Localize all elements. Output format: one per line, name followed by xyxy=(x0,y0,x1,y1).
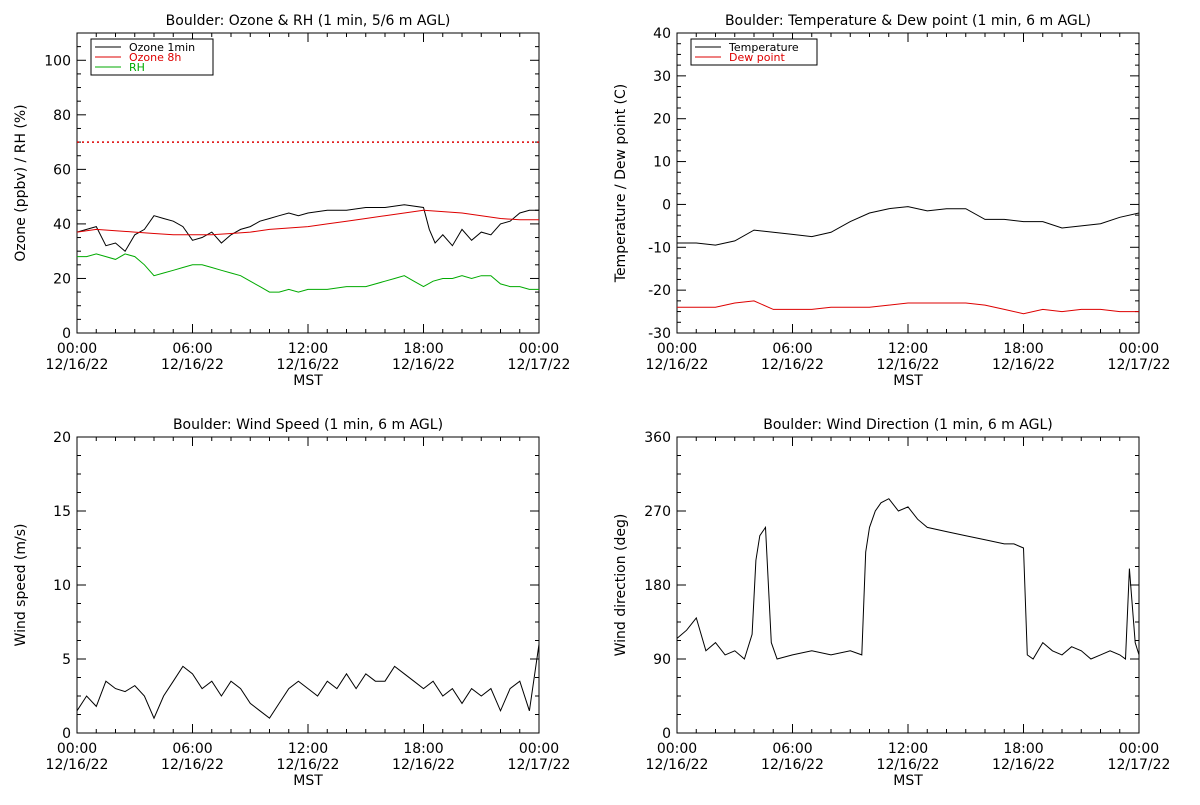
x-tick-time: 00:00 xyxy=(1119,341,1159,357)
chart-title: Boulder: Temperature & Dew point (1 min,… xyxy=(725,13,1091,29)
y-tick-label: 15 xyxy=(53,504,71,520)
plot-frame xyxy=(676,436,1140,734)
x-tick-time: 06:00 xyxy=(172,741,212,757)
panel-1: Boulder: Ozone & RH (1 min, 5/6 m AGL) 0 2… xyxy=(13,13,570,389)
x-tick-date: 12/16/22 xyxy=(646,357,709,373)
x-tick-time: 12:00 xyxy=(888,741,928,757)
x-axis-label: MST xyxy=(893,373,923,389)
x-tick-time: 00:00 xyxy=(657,741,697,757)
y-tick-label: 5 xyxy=(62,652,71,668)
plot-frame xyxy=(76,32,540,334)
chart-title: Boulder: Wind Direction (1 min, 6 m AGL) xyxy=(763,417,1052,433)
y-tick-label: -10 xyxy=(648,240,671,256)
series-line-ozone-1min xyxy=(77,204,539,252)
series-line-wind-speed xyxy=(77,644,539,720)
x-tick-time: 18:00 xyxy=(403,741,443,757)
x-tick-date: 12/16/22 xyxy=(46,357,109,373)
y-tick-label: 360 xyxy=(644,430,671,446)
x-tick-date: 12/16/22 xyxy=(877,757,940,773)
y-tick-label: 80 xyxy=(53,108,71,124)
x-tick-date: 12/16/22 xyxy=(761,757,824,773)
x-tick-date: 12/17/22 xyxy=(1108,757,1171,773)
y-tick-label: -20 xyxy=(648,283,671,299)
legend-label: Dew point xyxy=(729,51,785,64)
x-tick-time: 18:00 xyxy=(1003,741,1043,757)
y-tick-label: 0 xyxy=(62,326,71,342)
x-tick-date: 12/17/22 xyxy=(508,357,571,373)
y-tick-label: 20 xyxy=(53,271,71,287)
chart-title: Boulder: Ozone & RH (1 min, 5/6 m AGL) xyxy=(166,13,451,29)
x-tick-date: 12/16/22 xyxy=(992,357,1055,373)
y-tick-label: 60 xyxy=(53,162,71,178)
x-tick-time: 06:00 xyxy=(172,341,212,357)
x-tick-date: 12/16/22 xyxy=(877,357,940,373)
x-tick-time: 18:00 xyxy=(1003,341,1043,357)
y-tick-label: 90 xyxy=(653,652,671,668)
series-line-dew-point xyxy=(677,300,1139,315)
y-tick-label: 20 xyxy=(53,430,71,446)
x-tick-date: 12/16/22 xyxy=(646,757,709,773)
x-tick-time: 12:00 xyxy=(888,341,928,357)
legend-box xyxy=(690,38,818,66)
x-tick-time: 00:00 xyxy=(519,741,559,757)
x-tick-time: 00:00 xyxy=(57,341,97,357)
series-line-temperature xyxy=(677,206,1139,246)
legend-label: RH xyxy=(129,61,145,74)
y-tick-label: 40 xyxy=(653,26,671,42)
y-tick-label: 40 xyxy=(53,217,71,233)
x-tick-date: 12/16/22 xyxy=(392,357,455,373)
y-tick-label: 0 xyxy=(662,726,671,742)
y-tick-label: 10 xyxy=(53,578,71,594)
chart-title: Boulder: Wind Speed (1 min, 6 m AGL) xyxy=(173,417,443,433)
x-axis-label: MST xyxy=(293,373,323,389)
x-tick-date: 12/17/22 xyxy=(508,757,571,773)
legend-label: Temperature xyxy=(728,41,799,54)
x-tick-date: 12/16/22 xyxy=(392,757,455,773)
y-tick-label: 30 xyxy=(653,69,671,85)
x-tick-date: 12/16/22 xyxy=(277,357,340,373)
y-tick-label: 270 xyxy=(644,504,671,520)
x-tick-time: 00:00 xyxy=(657,341,697,357)
x-tick-time: 12:00 xyxy=(288,341,328,357)
series-line-wind-direction xyxy=(677,498,1139,660)
x-tick-date: 12/17/22 xyxy=(1108,357,1171,373)
x-tick-time: 00:00 xyxy=(519,341,559,357)
x-tick-date: 12/16/22 xyxy=(761,357,824,373)
x-tick-date: 12/16/22 xyxy=(161,357,224,373)
x-tick-time: 00:00 xyxy=(57,741,97,757)
panel-2: Boulder: Temperature & Dew point (1 min,… xyxy=(613,13,1170,389)
x-tick-time: 12:00 xyxy=(288,741,328,757)
panel-3: Boulder: Wind Speed (1 min, 6 m AGL) 0 5 10… xyxy=(13,417,570,789)
y-axis-label: Wind speed (m/s) xyxy=(13,524,29,647)
y-tick-label: -30 xyxy=(648,326,671,342)
y-tick-label: 10 xyxy=(653,155,671,171)
y-tick-label: 20 xyxy=(653,112,671,128)
legend-label: Ozone 1min xyxy=(129,41,195,54)
x-tick-time: 18:00 xyxy=(403,341,443,357)
y-axis-label: Wind direction (deg) xyxy=(613,514,629,657)
x-tick-date: 12/16/22 xyxy=(161,757,224,773)
x-tick-date: 12/16/22 xyxy=(277,757,340,773)
x-tick-time: 06:00 xyxy=(772,741,812,757)
y-axis-label: Temperature / Dew point (C) xyxy=(613,84,629,283)
legend-label: Ozone 8h xyxy=(129,51,181,64)
plot-frame xyxy=(676,32,1140,334)
y-tick-label: 0 xyxy=(662,197,671,213)
y-tick-label: 0 xyxy=(62,726,71,742)
x-tick-date: 12/16/22 xyxy=(46,757,109,773)
y-tick-label: 180 xyxy=(644,578,671,594)
x-tick-date: 12/16/22 xyxy=(992,757,1055,773)
panel-4: Boulder: Wind Direction (1 min, 6 m AGL)… xyxy=(613,417,1170,789)
x-tick-time: 00:00 xyxy=(1119,741,1159,757)
x-axis-label: MST xyxy=(293,773,323,789)
series-line-rh xyxy=(77,253,539,293)
x-tick-time: 06:00 xyxy=(772,341,812,357)
y-axis-label: Ozone (ppbv) / RH (%) xyxy=(13,104,29,261)
series-line-ozone-8h xyxy=(77,209,539,236)
y-tick-label: 100 xyxy=(44,53,71,69)
x-axis-label: MST xyxy=(893,773,923,789)
